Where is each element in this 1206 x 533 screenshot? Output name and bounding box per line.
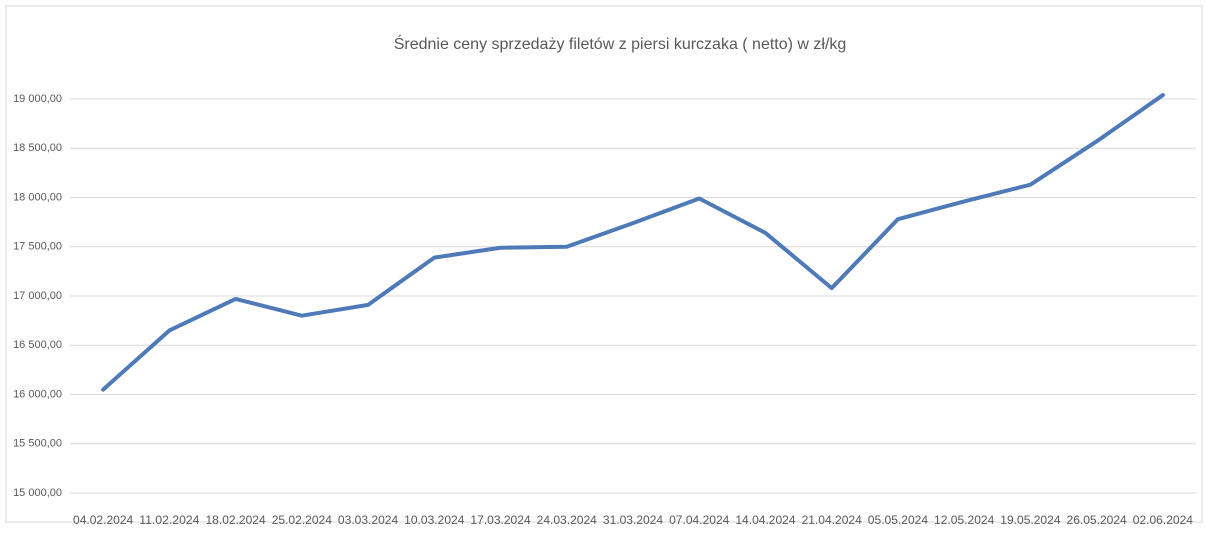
y-tick-label: 16 500,00 [13,339,62,351]
line-series [101,93,1165,392]
x-tick-label: 26.05.2024 [1067,515,1128,527]
y-tick-label: 19 000,00 [13,93,62,105]
chart-title: Średnie ceny sprzedaży filetów z piersi … [394,34,847,53]
x-tick-label: 19.05.2024 [1000,515,1061,527]
y-tick-label: 16 000,00 [13,388,62,400]
x-tick-label: 14.04.2024 [735,515,796,527]
x-tick-label: 02.06.2024 [1133,515,1194,527]
x-tick-label: 17.03.2024 [470,515,531,527]
x-tick-label: 10.03.2024 [404,515,465,527]
x-tick-label: 18.02.2024 [205,515,266,527]
y-tick-label: 15 500,00 [13,438,62,450]
x-tick-label: 25.02.2024 [272,515,333,527]
y-tick-label: 18 500,00 [13,142,62,154]
x-tick-label: 07.04.2024 [669,515,730,527]
y-tick-label: 17 000,00 [13,290,62,302]
x-tick-label: 04.02.2024 [73,515,134,527]
x-tick-label: 03.03.2024 [338,515,399,527]
y-tick-label: 18 000,00 [13,191,62,203]
y-tick-label: 17 500,00 [13,241,62,253]
x-tick-label: 24.03.2024 [537,515,598,527]
x-tick-label: 21.04.2024 [802,515,863,527]
y-tick-label: 15 000,00 [13,487,62,499]
x-tick-label: 12.05.2024 [934,515,995,527]
x-tick-label: 05.05.2024 [868,515,929,527]
x-tick-label: 31.03.2024 [603,515,664,527]
chart-border [5,5,1203,523]
x-tick-label: 11.02.2024 [139,515,200,527]
